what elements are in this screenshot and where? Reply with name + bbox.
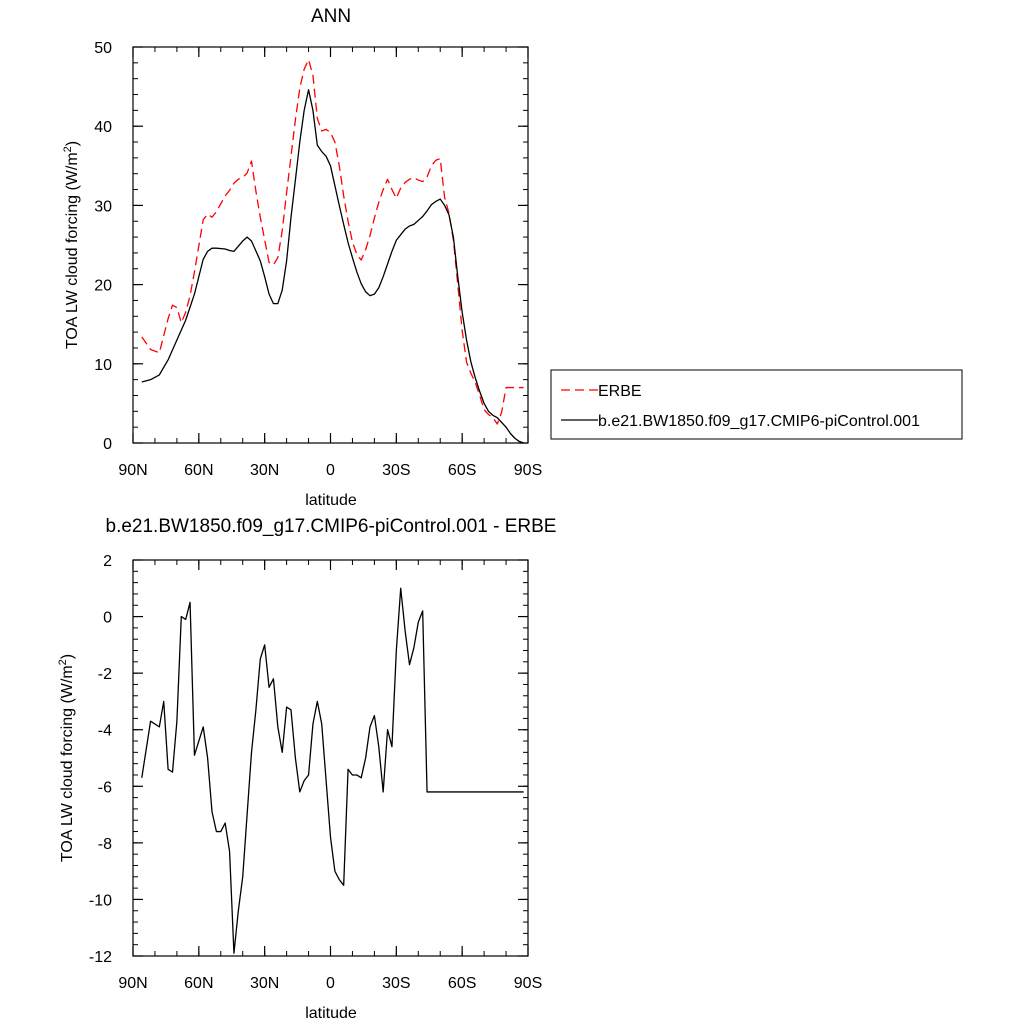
difference-series-line (141, 587, 524, 954)
x-tick-label: 90N (118, 975, 147, 992)
bottom-panel: b.e21.BW1850.f09_g17.CMIP6-piControl.001… (57, 516, 556, 1022)
y-tick-label: 0 (103, 610, 112, 627)
top-x-ticks: 90N 60N 30N 0 30S 60S 90S (118, 47, 542, 479)
legend-box (550, 369, 963, 440)
x-tick-label: 90N (118, 462, 147, 479)
top-y-axis-label: TOA LW cloud forcing (W/m2) (62, 141, 81, 349)
x-tick-label: 60S (448, 975, 476, 992)
y-tick-label: -12 (89, 949, 112, 966)
y-tick-label: 30 (94, 198, 112, 215)
legend-label-erbe: ERBE (598, 383, 642, 400)
y-tick-label: 10 (94, 357, 112, 374)
y-tick-label: -10 (89, 892, 112, 909)
top-plot-frame (132, 46, 529, 444)
y-tick-label: -2 (98, 666, 112, 683)
bottom-minor-ticks (132, 559, 529, 957)
bottom-plot-title: b.e21.BW1850.f09_g17.CMIP6-piControl.001… (106, 516, 557, 537)
bottom-x-axis-label: latitude (305, 1005, 357, 1022)
x-tick-label: 30S (382, 462, 410, 479)
x-tick-label: 60N (184, 462, 213, 479)
bottom-plot-frame (132, 559, 529, 957)
top-panel: ANN 90N 60N 30N 0 30S 60S 90S 0 10 20 30 40 50 lati… (62, 6, 963, 509)
x-tick-label: 0 (326, 462, 335, 479)
top-minor-ticks (132, 46, 529, 444)
model-series-line (141, 89, 524, 444)
y-tick-label: 50 (94, 40, 112, 57)
x-tick-label: 60N (184, 975, 213, 992)
x-tick-label: 90S (514, 975, 542, 992)
top-x-axis-label: latitude (305, 492, 357, 509)
bottom-series-lines (141, 587, 524, 954)
top-y-ticks: 0 10 20 30 40 50 (94, 40, 528, 453)
x-tick-label: 30N (250, 975, 279, 992)
bottom-y-ticks: 2 0 -2 -4 -6 -8 -10 -12 (89, 553, 528, 966)
x-tick-label: 60S (448, 462, 476, 479)
top-series-lines (141, 59, 524, 444)
x-tick-label: 90S (514, 462, 542, 479)
y-tick-label: -8 (98, 836, 112, 853)
x-tick-label: 30S (382, 975, 410, 992)
x-tick-label: 0 (326, 975, 335, 992)
erbe-series-line (141, 59, 524, 425)
y-tick-label: 0 (103, 436, 112, 453)
bottom-y-axis-label: TOA LW cloud forcing (W/m2) (57, 654, 76, 862)
legend: ERBE b.e21.BW1850.f09_g17.CMIP6-piContro… (550, 369, 963, 440)
y-tick-label: 40 (94, 119, 112, 136)
legend-label-model: b.e21.BW1850.f09_g17.CMIP6-piControl.001 (598, 413, 920, 430)
y-tick-label: -4 (98, 723, 112, 740)
x-tick-label: 30N (250, 462, 279, 479)
y-tick-label: 2 (103, 553, 112, 570)
top-plot-title: ANN (311, 6, 351, 27)
bottom-x-ticks: 90N 60N 30N 0 30S 60S 90S (118, 560, 542, 992)
y-tick-label: -6 (98, 779, 112, 796)
y-tick-label: 20 (94, 278, 112, 295)
